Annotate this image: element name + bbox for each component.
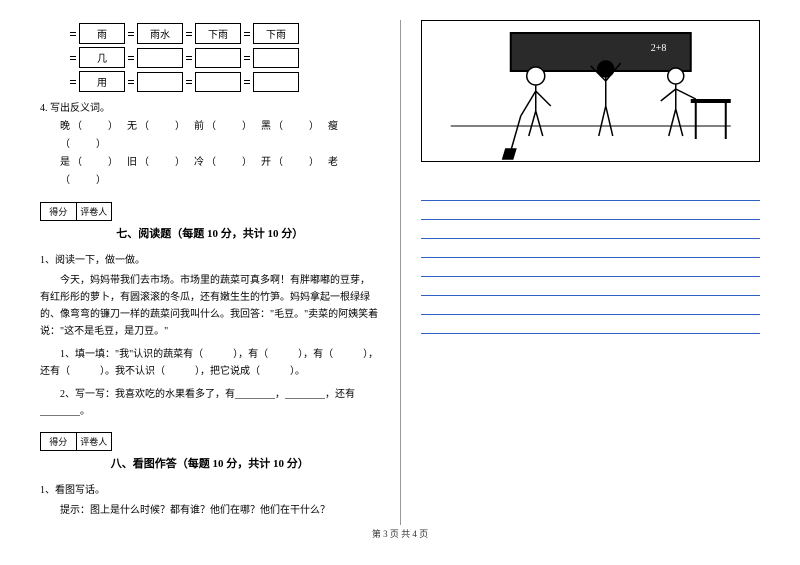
chain-box: 下雨	[253, 23, 299, 44]
score-label: 得分	[41, 203, 77, 220]
writing-line	[421, 277, 761, 296]
s7-sub2: 2、写一写：我喜欢吃的水果看多了，有________，________，还有__…	[40, 386, 380, 420]
s7-q1-title: 1、阅读一下，做一做。	[40, 251, 380, 266]
section-8-title: 八、看图作答（每题 10 分，共计 10 分）	[40, 455, 380, 471]
classroom-svg: 2+8	[422, 21, 760, 161]
illustration-classroom: 2+8	[421, 20, 761, 162]
question-4: 4. 写出反义词。 晚（ ） 无（ ） 前（ ） 黑（ ） 瘦（ ） 是（ ） …	[40, 100, 380, 190]
chain-box-empty	[253, 72, 299, 92]
section-7-title: 七、阅读题（每题 10 分，共计 10 分）	[40, 225, 380, 241]
writing-line	[421, 201, 761, 220]
right-column: 2+8	[421, 20, 761, 525]
writing-line	[421, 258, 761, 277]
s8-q1-title: 1、看图写话。	[40, 481, 380, 496]
word-chain-row-1: 雨 雨水 下雨 下雨	[70, 23, 380, 44]
left-column: 雨 雨水 下雨 下雨 几 用	[40, 20, 380, 525]
page-footer: 第 3 页 共 4 页	[0, 527, 800, 540]
chain-box: 几	[79, 47, 125, 68]
q4-line2: 是（ ） 旧（ ） 冷（ ） 开（ ） 老（ ）	[60, 154, 380, 190]
word-chain-row-3: 用	[70, 71, 380, 92]
chain-box: 雨	[79, 23, 125, 44]
chain-box: 雨水	[137, 23, 183, 44]
writing-line	[421, 239, 761, 258]
word-chain-row-2: 几	[70, 47, 380, 68]
reading-passage: 今天，妈妈带我们去市场。市场里的蔬菜可真多啊！有胖嘟嘟的豆芽，有红彤彤的萝卜，有…	[40, 272, 380, 340]
chain-box-empty	[137, 48, 183, 68]
s8-hint: 提示：图上是什么时候？都有谁？他们在哪？他们在干什么？	[40, 502, 380, 519]
student-erasing	[590, 61, 620, 136]
score-label: 得分	[41, 433, 77, 450]
q4-title: 4. 写出反义词。	[40, 100, 380, 118]
grader-label: 评卷人	[77, 203, 112, 220]
score-box: 得分 评卷人	[40, 432, 112, 451]
writing-line	[421, 296, 761, 315]
writing-area	[421, 182, 761, 334]
chain-box: 用	[79, 71, 125, 92]
s7-sub1: 1、填一填："我"认识的蔬菜有（ ），有（ ），有（ ），还有（ ）。我不认识（…	[40, 346, 380, 380]
chain-box: 下雨	[195, 23, 241, 44]
chain-box-empty	[195, 48, 241, 68]
column-divider	[400, 20, 401, 525]
writing-line	[421, 182, 761, 201]
chain-box-empty	[137, 72, 183, 92]
writing-line	[421, 315, 761, 334]
q4-line1: 晚（ ） 无（ ） 前（ ） 黑（ ） 瘦（ ）	[60, 118, 380, 154]
grader-label: 评卷人	[77, 433, 112, 450]
writing-line	[421, 220, 761, 239]
student-sweeping	[502, 67, 550, 159]
chain-box-empty	[195, 72, 241, 92]
score-box: 得分 评卷人	[40, 202, 112, 221]
chain-box-empty	[253, 48, 299, 68]
blackboard-text: 2+8	[650, 43, 666, 54]
